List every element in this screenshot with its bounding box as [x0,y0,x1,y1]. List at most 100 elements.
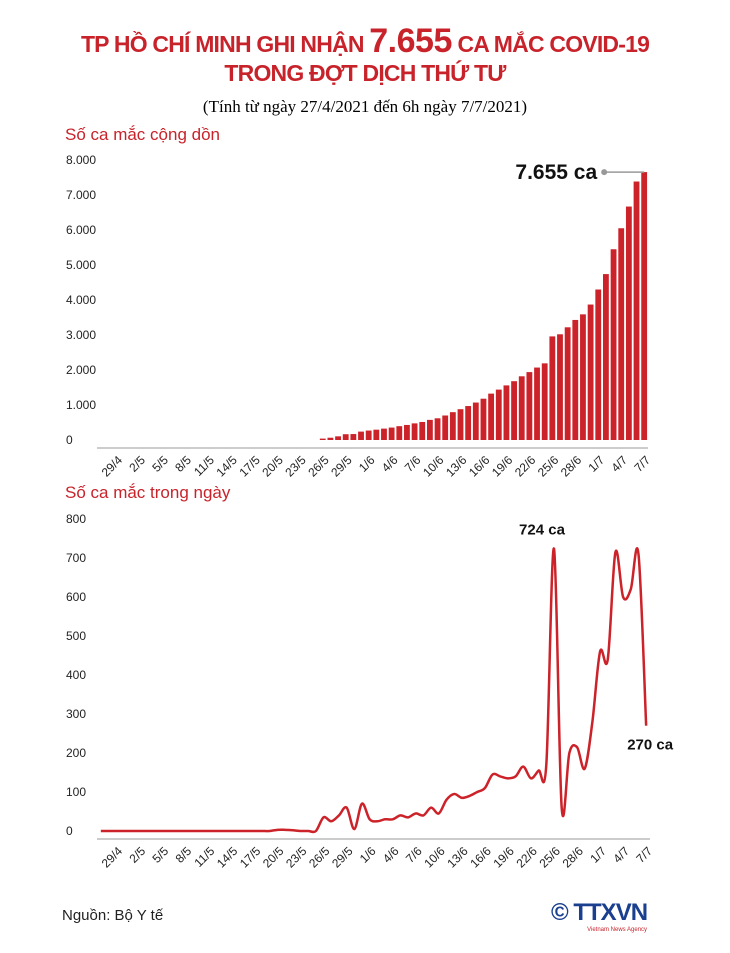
value-label: 724 ca [519,522,566,539]
x-tick-label: 2/5 [126,844,148,866]
x-tick-label: 10/6 [421,844,448,871]
y-tick-label: 200 [66,746,86,760]
y-tick-label: 2.000 [66,363,96,377]
logo-text: TTXVN [573,899,648,926]
title-number: 7.655 [369,22,452,60]
x-tick-label: 1/7 [586,453,608,475]
bar [449,412,456,440]
bar [404,424,410,440]
y-tick-label: 800 [66,512,86,526]
chart-title: Số ca mắc cộng dồn [65,125,220,144]
y-tick-label: 0 [66,433,73,447]
x-tick-label: 16/6 [466,453,493,480]
x-tick-label: 7/7 [631,453,653,475]
x-tick-label: 4/7 [608,453,630,475]
bar [457,409,464,440]
y-tick-label: 0 [66,824,73,838]
bar [465,406,472,440]
leader-dot [601,169,608,176]
bar [541,363,548,440]
x-tick-label: 2/5 [126,453,148,475]
title-line-2: TRONG ĐỢT DỊCH THỨ TƯ [224,60,506,86]
bar [534,367,540,440]
bar [358,431,364,440]
bar [442,415,449,440]
bar [426,419,433,440]
y-tick-label: 4.000 [66,293,96,307]
x-tick-label: 8/5 [172,453,194,475]
y-tick-label: 500 [66,629,86,643]
bar [319,438,326,440]
x-tick-label: 25/6 [537,844,564,871]
x-tick-label: 26/5 [306,844,333,871]
source: Nguồn: Bộ Y tế [62,907,164,924]
logo-caption: Vietnam News Agency [587,927,648,933]
y-tick-label: 6.000 [66,223,96,237]
x-tick-label: 4/6 [380,844,402,866]
bar [365,430,372,440]
x-tick-label: 26/5 [305,453,332,480]
y-tick-label: 7.000 [66,188,96,202]
x-tick-label: 1/7 [587,844,609,866]
x-tick-label: 11/5 [191,453,217,479]
title-text: TP HỒ CHÍ MINH GHI NHẬN [80,31,365,57]
bar [549,336,556,440]
bar [587,304,594,440]
x-tick-label: 19/6 [490,844,517,871]
bar [381,428,387,440]
bar [396,426,403,440]
x-tick-label: 20/5 [260,844,287,871]
bar [641,172,648,440]
bar [618,228,625,440]
bar [595,289,602,440]
x-tick-label: 29/5 [329,844,356,871]
x-tick-label: 11/5 [192,844,218,870]
bar [564,327,571,440]
y-tick-label: 300 [66,707,86,721]
bar [472,402,479,440]
bar [526,372,533,440]
bar [511,381,517,440]
bar [388,427,395,440]
subtitle: (Tính từ ngày 27/4/2021 đến 6h ngày 7/7/… [202,97,528,116]
x-tick-label: 1/6 [357,844,379,866]
x-tick-label: 23/5 [283,844,310,871]
bar [411,423,418,440]
bar [503,385,510,440]
y-tick-label: 1.000 [66,398,96,412]
line [100,547,648,834]
x-tick-label: 22/6 [512,453,539,480]
x-tick-label: 29/4 [99,453,126,480]
x-tick-label: 28/6 [558,453,585,480]
x-tick-label: 17/5 [236,453,263,480]
x-tick-label: 14/5 [213,453,240,480]
bar [488,393,495,440]
y-tick-label: 8.000 [66,153,96,167]
y-tick-label: 700 [66,551,86,565]
bar [327,437,334,440]
bar [342,434,349,440]
y-tick-label: 3.000 [66,328,96,342]
x-tick-label: 10/6 [420,453,447,480]
x-tick-label: 7/7 [633,844,655,866]
value-label: 7.655 ca [515,161,597,184]
x-tick-label: 20/5 [259,453,286,480]
bar [373,429,380,440]
x-tick-label: 13/6 [444,844,471,871]
bar [335,436,341,440]
title-text: CA MẮC COVID-19 [457,31,650,57]
bar [580,314,586,440]
bar [518,376,525,440]
bar [419,421,426,440]
bar [625,206,632,440]
bar [633,181,640,440]
value-label: 270 ca [627,737,674,754]
bar [480,398,487,440]
x-tick-label: 28/6 [560,844,587,871]
x-tick-label: 4/6 [379,453,401,475]
bar [603,274,609,440]
logo: © TTXVN Vietnam News Agency [551,899,648,933]
x-tick-label: 7/6 [403,844,425,866]
